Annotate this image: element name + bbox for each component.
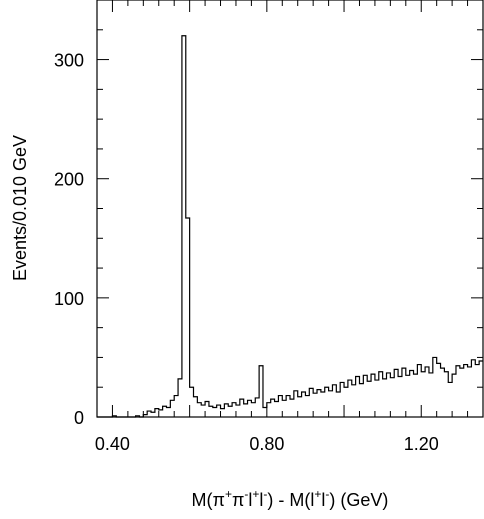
y-axis-label: Events/0.010 GeV (10, 135, 30, 281)
histogram-bin (425, 367, 429, 417)
histogram-bin (398, 376, 402, 417)
x-tick-label: 1.20 (404, 434, 439, 454)
histogram-bin (275, 402, 279, 417)
histogram-bin (166, 407, 170, 417)
histogram-bins (112, 36, 483, 417)
histogram-bin (244, 404, 248, 417)
histogram-bin (414, 374, 418, 417)
histogram-bin (406, 375, 410, 417)
histogram-bin (313, 393, 317, 417)
histogram-bin (352, 385, 356, 417)
x-tick-label: 0.40 (95, 434, 130, 454)
histogram-bin (213, 407, 217, 417)
histogram-bin (359, 384, 363, 417)
histogram-bin (201, 405, 205, 417)
histogram-bin (441, 368, 445, 417)
histogram-bin (344, 387, 348, 417)
histogram-bin (387, 373, 391, 417)
histogram-bin (298, 397, 302, 417)
y-tick-label: 200 (54, 170, 84, 190)
histogram-bin (228, 406, 232, 417)
histogram-bin (375, 380, 379, 417)
histogram-bin (321, 392, 325, 417)
histogram-bin (151, 412, 155, 417)
x-axis-label: M(π+π-l+l-) - M(l+l-) (GeV) (192, 487, 389, 510)
histogram-bin (410, 371, 414, 417)
histogram-bin (282, 400, 286, 417)
histogram-bin (471, 360, 475, 417)
histogram-bin (305, 396, 309, 417)
x-tick-label: 0.80 (249, 434, 284, 454)
histogram-series (97, 35, 483, 418)
y-tick-label: 100 (54, 289, 84, 309)
histogram-bin (290, 399, 294, 417)
y-tick-labels: 0 100 200 300 (54, 51, 84, 428)
histogram-bin (367, 381, 371, 417)
histogram-bin (336, 392, 340, 417)
plot-frame (96, 0, 484, 418)
histogram-bin (383, 379, 387, 417)
histogram-bin (460, 368, 464, 417)
y-tick-label: 0 (74, 408, 84, 428)
histogram-bin (263, 407, 267, 417)
axis-ticks (96, 0, 484, 418)
histogram-bin (421, 372, 425, 417)
histogram-bin (429, 373, 433, 417)
histogram-bin (448, 382, 452, 417)
y-tick-label: 300 (54, 51, 84, 71)
histogram-bin (329, 391, 333, 417)
x-tick-labels: 0.40 0.80 1.20 (95, 434, 439, 454)
histogram-bin (390, 378, 394, 417)
histogram-bin (468, 367, 472, 417)
histogram-bin (464, 365, 468, 417)
histogram-bin (159, 410, 163, 417)
histogram-bin (251, 403, 255, 417)
histogram-bin (236, 405, 240, 417)
histogram-bin (221, 409, 225, 417)
histogram-bin (475, 365, 479, 417)
histogram-bin (437, 363, 441, 417)
